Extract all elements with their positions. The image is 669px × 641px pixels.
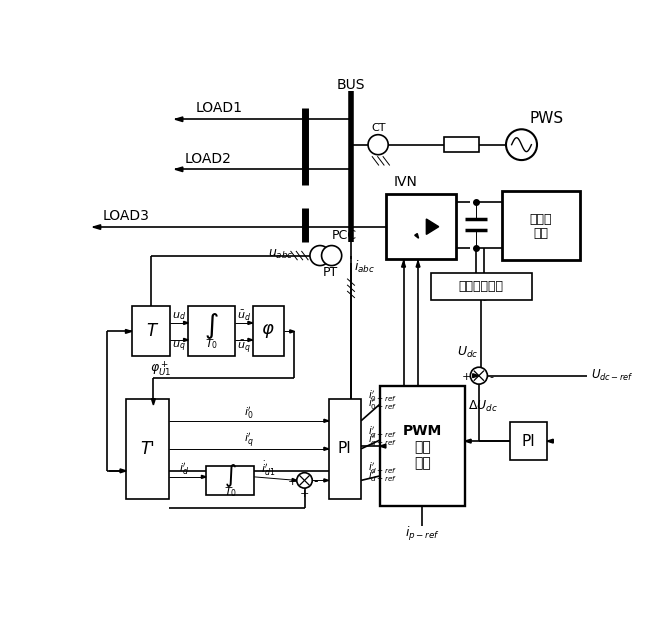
Text: PT: PT xyxy=(322,266,338,279)
Text: $\int$: $\int$ xyxy=(204,311,219,341)
Text: $u_d$: $u_d$ xyxy=(173,310,187,322)
Text: +: + xyxy=(300,489,309,499)
Text: LOAD1: LOAD1 xyxy=(196,101,243,115)
Text: $U_{dc}$: $U_{dc}$ xyxy=(456,345,478,360)
Text: $u_q$: $u_q$ xyxy=(173,340,186,354)
Text: +: + xyxy=(462,372,471,382)
Bar xyxy=(126,399,169,499)
Polygon shape xyxy=(248,321,253,324)
Bar xyxy=(253,306,284,356)
Text: PCC: PCC xyxy=(332,229,357,242)
Text: LOAD3: LOAD3 xyxy=(103,210,150,223)
Polygon shape xyxy=(201,476,206,478)
Polygon shape xyxy=(416,261,420,267)
Polygon shape xyxy=(473,374,479,378)
Bar xyxy=(328,399,361,499)
Bar xyxy=(380,387,465,506)
Polygon shape xyxy=(175,117,183,122)
Text: 调制: 调制 xyxy=(414,440,431,454)
Polygon shape xyxy=(324,447,328,451)
Polygon shape xyxy=(120,469,126,473)
Text: $\bar{u}_q$: $\bar{u}_q$ xyxy=(237,338,251,355)
Bar xyxy=(510,422,547,460)
Polygon shape xyxy=(292,478,297,481)
Text: $\varphi$: $\varphi$ xyxy=(261,322,275,340)
Text: CT: CT xyxy=(371,122,385,133)
Polygon shape xyxy=(465,439,471,443)
Text: $i_{0-ref}'$: $i_{0-ref}'$ xyxy=(368,397,397,412)
Text: $\varphi_{U1}^+$: $\varphi_{U1}^+$ xyxy=(151,360,172,378)
Circle shape xyxy=(368,135,388,154)
Bar xyxy=(444,137,479,153)
Text: $i_{d-ref}'$: $i_{d-ref}'$ xyxy=(368,469,397,484)
Circle shape xyxy=(506,129,537,160)
Text: $T_0$: $T_0$ xyxy=(223,485,237,499)
Text: $U_{dc-ref}$: $U_{dc-ref}$ xyxy=(591,368,634,383)
Text: $\int$: $\int$ xyxy=(223,462,237,489)
Text: PWM: PWM xyxy=(403,424,442,438)
Polygon shape xyxy=(324,419,328,422)
Text: 直流电压测量: 直流电压测量 xyxy=(459,280,504,293)
Polygon shape xyxy=(93,225,100,229)
Polygon shape xyxy=(248,338,253,342)
Bar xyxy=(188,306,235,356)
Text: IVN: IVN xyxy=(393,174,417,188)
Polygon shape xyxy=(126,329,132,333)
Polygon shape xyxy=(183,338,188,342)
Text: $i_{p-ref}$: $i_{p-ref}$ xyxy=(405,524,440,542)
Polygon shape xyxy=(175,167,183,172)
Bar xyxy=(502,191,579,260)
Text: $i_{d-ref}'$: $i_{d-ref}'$ xyxy=(368,461,397,476)
Text: $i_{q-ref}'$: $i_{q-ref}'$ xyxy=(368,424,397,440)
Bar xyxy=(206,466,254,495)
Circle shape xyxy=(310,246,330,265)
Polygon shape xyxy=(415,233,419,238)
Circle shape xyxy=(297,472,312,488)
Text: $i_{abc}$: $i_{abc}$ xyxy=(355,259,375,275)
Text: $i_0'$: $i_0'$ xyxy=(244,405,254,421)
Text: $u_{abc}$: $u_{abc}$ xyxy=(268,247,293,261)
Text: $i_{q-ref}'$: $i_{q-ref}'$ xyxy=(368,432,397,448)
Polygon shape xyxy=(290,330,294,333)
Text: T': T' xyxy=(140,440,155,458)
Text: PWS: PWS xyxy=(529,111,563,126)
Bar xyxy=(132,306,171,356)
Polygon shape xyxy=(380,444,386,448)
Text: $\Delta U_{dc}$: $\Delta U_{dc}$ xyxy=(468,399,498,414)
Text: $i_d'$: $i_d'$ xyxy=(179,461,189,477)
Text: -: - xyxy=(314,476,318,488)
Text: +: + xyxy=(288,477,298,487)
Text: $i_q'$: $i_q'$ xyxy=(244,432,254,451)
Polygon shape xyxy=(547,439,553,443)
Text: LOAD2: LOAD2 xyxy=(184,151,231,165)
Text: $\dot{i}_{d1}'$: $\dot{i}_{d1}'$ xyxy=(261,460,275,478)
Polygon shape xyxy=(426,219,439,235)
Text: BUS: BUS xyxy=(337,78,365,92)
Text: 控制: 控制 xyxy=(414,456,431,470)
Text: PI: PI xyxy=(338,442,352,456)
Bar xyxy=(431,273,532,300)
Text: T: T xyxy=(146,322,156,340)
Text: $\bar{u}_d$: $\bar{u}_d$ xyxy=(237,309,251,323)
Text: PI: PI xyxy=(522,433,535,449)
Text: -: - xyxy=(489,372,493,382)
Text: 电源: 电源 xyxy=(533,227,549,240)
Polygon shape xyxy=(324,479,328,482)
Circle shape xyxy=(470,367,488,384)
Text: $i_{0-ref}'$: $i_{0-ref}'$ xyxy=(368,389,397,404)
Text: 分布式: 分布式 xyxy=(530,213,552,226)
Circle shape xyxy=(322,246,342,265)
Polygon shape xyxy=(151,399,155,405)
Bar xyxy=(386,194,456,260)
Text: $T_0$: $T_0$ xyxy=(205,338,218,351)
Polygon shape xyxy=(183,321,188,324)
Polygon shape xyxy=(401,261,405,267)
